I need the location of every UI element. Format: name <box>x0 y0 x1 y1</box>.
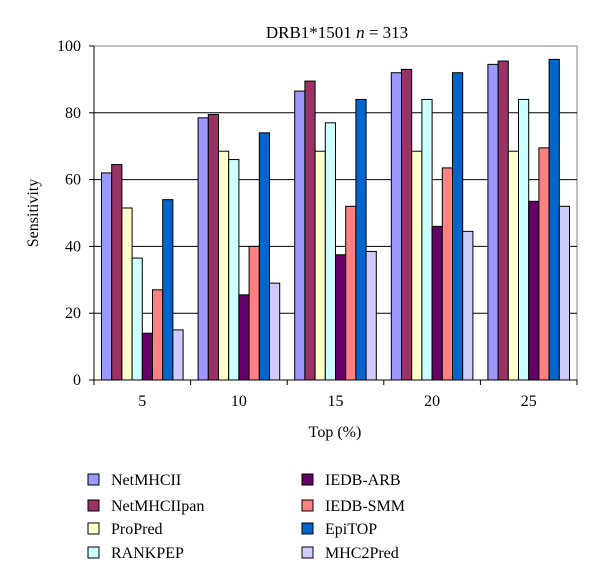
legend-swatch-epitop <box>301 522 314 535</box>
bar-iedb-smm-5 <box>152 289 164 381</box>
y-tick-label: 100 <box>57 38 81 55</box>
bar-propred-10 <box>218 150 230 381</box>
bar-rankpep-5 <box>131 257 143 381</box>
bar-netmhciipan-15 <box>304 80 316 381</box>
legend-label-netmhcii: NetMHCII <box>111 472 181 489</box>
x-tick-labels: 5 10 15 20 25 <box>138 393 536 410</box>
legend-label-rankpep: RANKPEP <box>111 545 184 562</box>
legend-swatch-propred <box>87 522 100 535</box>
bar-rankpep-25 <box>518 98 530 381</box>
chart-title: DRB1*1501 n = 313 <box>266 23 408 42</box>
bar-mhc2pred-5 <box>172 329 184 381</box>
axes <box>89 45 578 385</box>
bar-iedb-arb-15 <box>335 254 347 381</box>
bar-epitop-20 <box>452 72 464 381</box>
bar-epitop-15 <box>355 98 367 381</box>
y-tick-label: 20 <box>65 305 81 322</box>
bar-rankpep-20 <box>421 98 433 381</box>
bar-iedb-smm-15 <box>345 205 357 381</box>
bars <box>101 58 570 381</box>
bar-iedb-smm-25 <box>538 147 550 381</box>
x-tick-label: 10 <box>231 393 247 410</box>
bar-netmhcii-15 <box>294 90 306 381</box>
y-axis-label: Sensitivity <box>25 179 42 247</box>
bar-propred-25 <box>507 150 519 381</box>
bar-iedb-smm-10 <box>248 245 260 381</box>
chart-title-prefix: DRB1*1501 <box>266 23 356 42</box>
legend-swatch-netmhcii <box>87 473 100 486</box>
legend-swatch-mhc2pred <box>301 546 314 559</box>
bar-epitop-10 <box>258 132 270 381</box>
bar-iedb-arb-5 <box>141 332 154 381</box>
bar-epitop-25 <box>548 58 560 381</box>
legend-label-mhc2pred: MHC2Pred <box>325 545 399 562</box>
bar-netmhciipan-5 <box>111 164 123 381</box>
x-tick-label: 20 <box>424 393 440 410</box>
bar-netmhciipan-25 <box>497 60 509 381</box>
bar-netmhciipan-10 <box>207 113 220 381</box>
legend-label-propred: ProPred <box>111 521 163 538</box>
bar-mhc2pred-10 <box>269 282 281 381</box>
legend-swatch-iedb-arb <box>301 473 314 486</box>
legend-swatch-netmhciipan <box>87 499 100 512</box>
legend-label-iedb-arb: IEDB-ARB <box>325 472 401 489</box>
legend-label-netmhciipan: NetMHCIIpan <box>111 498 204 515</box>
legend: NetMHCII NetMHCIIpan ProPred RANKPEP IEDB-AR… <box>87 472 405 562</box>
bar-netmhcii-25 <box>487 63 499 381</box>
y-tick-label: 40 <box>65 238 81 255</box>
bar-propred-20 <box>411 150 423 381</box>
bar-iedb-arb-20 <box>431 225 443 381</box>
bar-mhc2pred-20 <box>462 230 474 381</box>
bar-netmhcii-20 <box>390 72 402 381</box>
y-tick-label: 0 <box>73 372 81 389</box>
bar-rankpep-15 <box>324 122 336 381</box>
x-tick-label: 5 <box>138 393 146 410</box>
bar-propred-15 <box>314 150 326 381</box>
legend-label-epitop: EpiTOP <box>325 521 377 538</box>
legend-label-iedb-smm: IEDB-SMM <box>325 498 405 515</box>
bar-netmhcii-10 <box>197 117 209 381</box>
bar-netmhciipan-20 <box>401 68 413 381</box>
bar-netmhcii-5 <box>101 172 113 381</box>
bar-rankpep-10 <box>228 159 240 381</box>
x-axis-label: Top (%) <box>309 424 362 441</box>
chart-title-suffix: = 313 <box>365 23 409 42</box>
bar-propred-5 <box>121 207 133 381</box>
bar-iedb-arb-10 <box>238 294 250 381</box>
bar-mhc2pred-15 <box>365 250 377 381</box>
bar-epitop-5 <box>162 199 174 381</box>
y-tick-label: 60 <box>65 172 81 189</box>
legend-swatch-rankpep <box>87 546 100 559</box>
x-tick-label: 25 <box>521 393 537 410</box>
bar-iedb-smm-20 <box>441 167 453 381</box>
y-tick-label: 80 <box>65 105 81 122</box>
bar-iedb-arb-25 <box>528 200 540 381</box>
bar-mhc2pred-25 <box>558 205 570 381</box>
y-tick-labels: 0 20 40 60 80 100 <box>57 38 81 389</box>
legend-swatch-iedb-smm <box>301 499 314 512</box>
x-tick-label: 15 <box>328 393 344 410</box>
chart-title-n: n <box>356 23 365 42</box>
